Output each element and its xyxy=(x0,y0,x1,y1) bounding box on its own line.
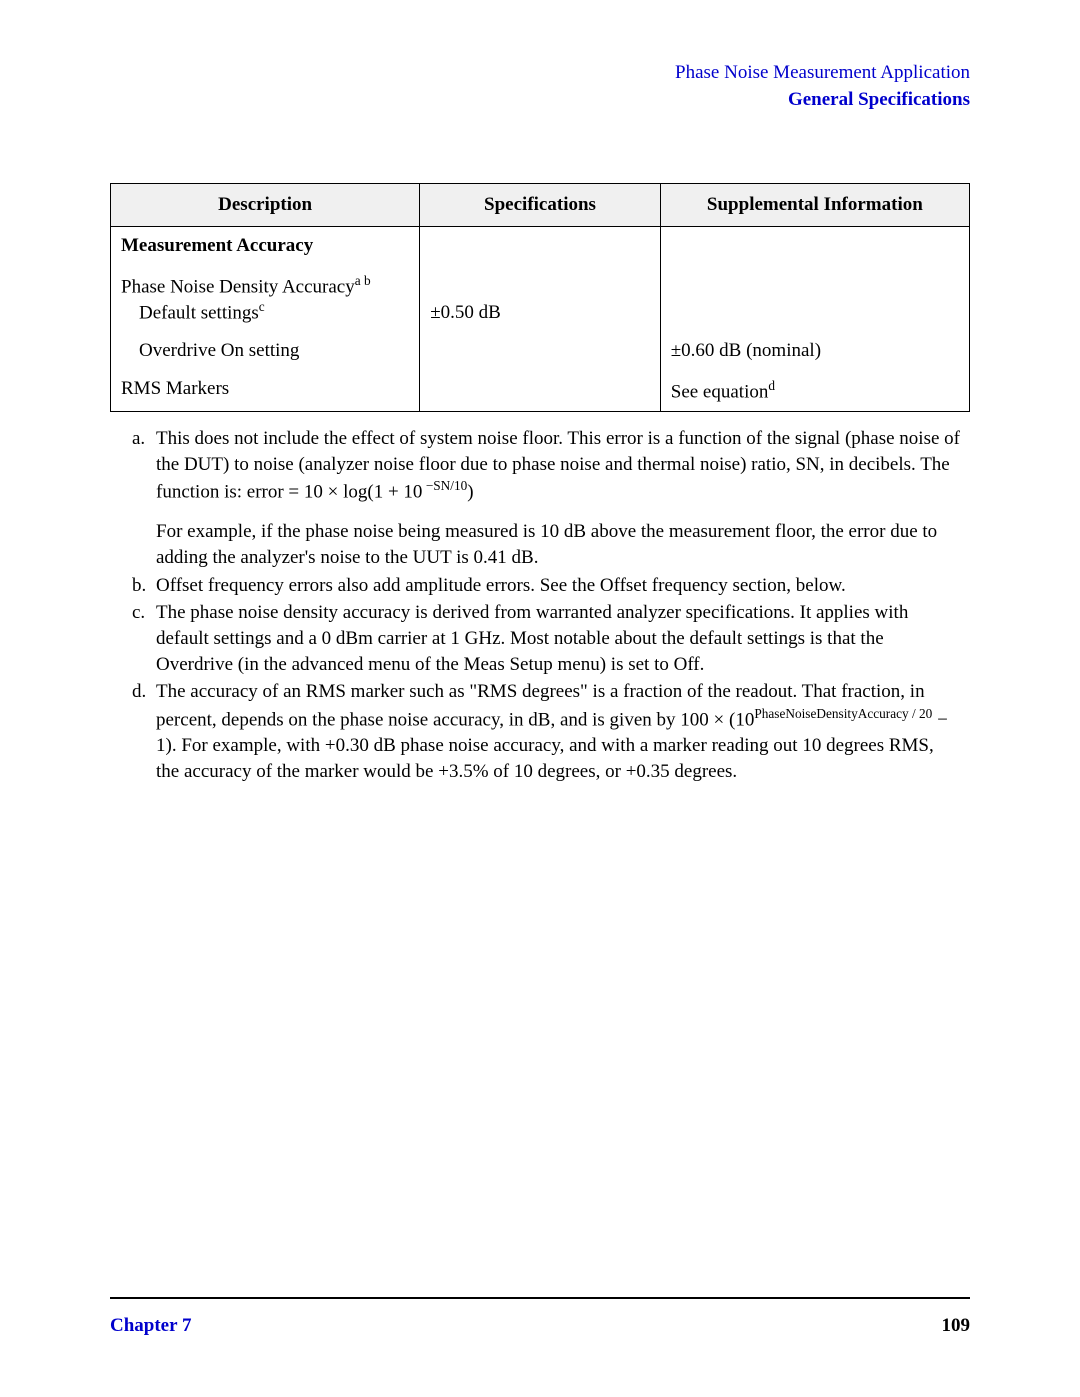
footnote-d: d. The accuracy of an RMS marker such as… xyxy=(132,679,960,784)
rms-markers-label: RMS Markers xyxy=(111,370,420,412)
footer-page-number: 109 xyxy=(942,1315,971,1337)
default-settings-spec: ±0.50 dB xyxy=(420,265,661,332)
footnote-d-sup1: PhaseNoiseDensityAccuracy / 20 xyxy=(754,706,932,721)
rms-supplemental-text: See equation xyxy=(671,381,769,402)
table-row: Overdrive On setting ±0.60 dB (nominal) xyxy=(111,332,970,370)
footnote-a-sup1: −SN/10 xyxy=(422,478,467,493)
footnote-b: b. Offset frequency errors also add ampl… xyxy=(132,573,960,599)
footnote-a: a. This does not include the effect of s… xyxy=(132,426,960,571)
footnote-b-text: Offset frequency errors also add amplitu… xyxy=(156,573,960,599)
footnote-a-text2: For example, if the phase noise being me… xyxy=(156,519,960,570)
footnote-label: a. xyxy=(132,426,156,571)
footnote-label: d. xyxy=(132,679,156,784)
section-title: Measurement Accuracy xyxy=(121,235,313,256)
footnotes: a. This does not include the effect of s… xyxy=(132,426,960,784)
col-header-specifications: Specifications xyxy=(420,184,661,227)
overdrive-supplemental: ±0.60 dB (nominal) xyxy=(660,332,969,370)
overdrive-label: Overdrive On setting xyxy=(121,340,409,362)
footnote-label: c. xyxy=(132,600,156,677)
footer-rule xyxy=(110,1297,970,1299)
section-title-row: Measurement Accuracy xyxy=(111,227,970,266)
header-title: Phase Noise Measurement Application xyxy=(110,60,970,87)
table-header-row: Description Specifications Supplemental … xyxy=(111,184,970,227)
footnote-label: b. xyxy=(132,573,156,599)
footnote-ref-c: c xyxy=(259,299,265,314)
phase-noise-density-label: Phase Noise Density Accuracy xyxy=(121,277,355,298)
footnote-a-text1: This does not include the effect of syst… xyxy=(156,428,960,503)
footnote-c-text: The phase noise density accuracy is deri… xyxy=(156,600,960,677)
footnote-ref-ab: a b xyxy=(355,273,371,288)
footnote-a-text1b: ) xyxy=(467,482,473,503)
footer-chapter: Chapter 7 xyxy=(110,1315,191,1337)
header-subtitle: General Specifications xyxy=(110,87,970,114)
table-row: RMS Markers See equationd xyxy=(111,370,970,412)
page-footer: Chapter 7 109 xyxy=(110,1297,970,1337)
specifications-table: Description Specifications Supplemental … xyxy=(110,183,970,412)
page-header: Phase Noise Measurement Application Gene… xyxy=(110,60,970,113)
default-settings-label: Default settings xyxy=(139,302,259,323)
table-row: Phase Noise Density Accuracya b Default … xyxy=(111,265,970,332)
col-header-supplemental: Supplemental Information xyxy=(660,184,969,227)
col-header-description: Description xyxy=(111,184,420,227)
footnote-c: c. The phase noise density accuracy is d… xyxy=(132,600,960,677)
footnote-ref-d: d xyxy=(768,378,775,393)
